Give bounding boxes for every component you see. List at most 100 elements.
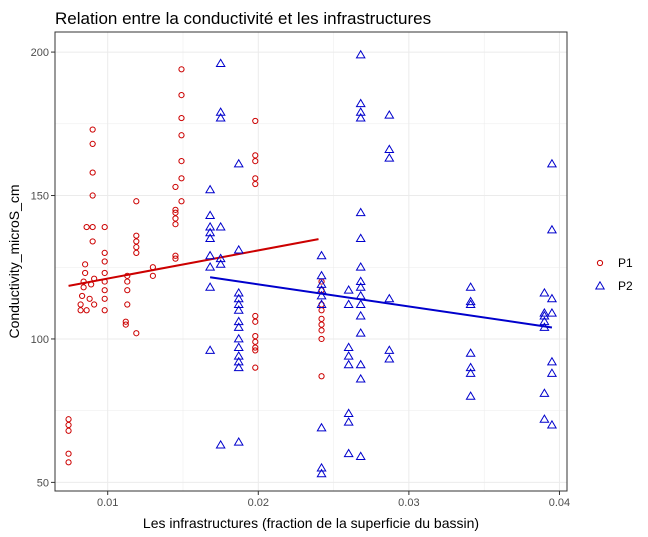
point-p1 xyxy=(89,223,96,231)
point-p1 xyxy=(252,347,259,354)
point-p1 xyxy=(65,427,72,434)
point-p2 xyxy=(355,98,366,108)
point-p2 xyxy=(546,368,558,377)
legend-label-p2: P2 xyxy=(618,279,633,293)
point-p2 xyxy=(465,299,476,308)
point-p1 xyxy=(86,295,93,302)
legend: P1 P2 xyxy=(594,256,633,293)
point-p1 xyxy=(89,238,96,245)
point-p2 xyxy=(233,356,244,366)
y-tick-label: 150 xyxy=(31,191,49,203)
point-p1 xyxy=(172,209,179,216)
point-p2 xyxy=(233,437,244,446)
point-p1 xyxy=(101,278,108,285)
point-p2 xyxy=(465,391,476,400)
point-p1 xyxy=(178,198,185,205)
point-p2 xyxy=(233,305,244,314)
point-p2 xyxy=(355,282,366,291)
y-tick-label: 200 xyxy=(31,47,49,59)
point-p2 xyxy=(465,296,476,306)
point-p2 xyxy=(343,299,354,308)
grid-lines xyxy=(55,32,567,491)
point-p2 xyxy=(546,293,558,303)
point-p2 xyxy=(233,299,244,308)
point-p2 xyxy=(343,416,354,426)
x-axis-title: Les infrastructures (fraction de la supe… xyxy=(143,515,479,531)
point-p2 xyxy=(384,153,395,162)
point-p2 xyxy=(316,290,327,300)
point-p2 xyxy=(316,270,327,280)
point-p1 xyxy=(83,307,90,314)
point-p2 xyxy=(205,184,216,194)
legend-label-p1: P1 xyxy=(618,256,633,270)
point-p2 xyxy=(546,307,558,317)
point-p1 xyxy=(252,344,259,351)
point-p2 xyxy=(355,451,366,461)
point-p2 xyxy=(233,158,244,168)
point-p2 xyxy=(205,233,216,242)
point-p1 xyxy=(133,244,140,251)
point-p2 xyxy=(539,310,550,320)
point-p1 xyxy=(82,261,89,268)
data-points xyxy=(65,49,558,478)
point-p2 xyxy=(343,350,354,360)
point-p2 xyxy=(546,158,558,168)
point-p1 xyxy=(122,321,129,328)
point-p1 xyxy=(124,287,131,294)
point-p1 xyxy=(101,223,108,231)
point-p1 xyxy=(65,450,72,457)
point-p2 xyxy=(233,316,244,326)
point-p2 xyxy=(316,299,327,308)
x-tick-label: 0.02 xyxy=(248,497,269,509)
point-p1 xyxy=(133,198,140,205)
point-p1 xyxy=(318,321,325,328)
point-p1 xyxy=(178,175,185,182)
point-p2 xyxy=(215,221,226,231)
point-p2 xyxy=(316,279,327,288)
point-p2 xyxy=(316,468,327,478)
point-p2 xyxy=(215,58,226,67)
point-p1 xyxy=(172,221,179,228)
point-p1 xyxy=(88,281,95,288)
trend-line-p1 xyxy=(68,238,319,287)
point-p1 xyxy=(133,249,140,256)
x-tick-label: 0.01 xyxy=(97,497,118,509)
point-p2 xyxy=(215,259,226,268)
point-p2 xyxy=(384,345,395,354)
point-p1 xyxy=(89,126,96,133)
point-p2 xyxy=(233,287,244,297)
point-p2 xyxy=(205,221,216,231)
point-p2 xyxy=(205,250,216,260)
point-p1 xyxy=(252,157,259,165)
point-p1 xyxy=(252,152,259,159)
point-p1 xyxy=(172,255,179,262)
point-p2 xyxy=(539,307,550,317)
point-p1 xyxy=(101,287,108,294)
point-p2 xyxy=(355,107,366,116)
point-p2 xyxy=(465,282,476,291)
point-p1 xyxy=(252,175,259,182)
point-p2 xyxy=(233,244,244,254)
point-p1 xyxy=(89,192,96,199)
point-p2 xyxy=(355,328,366,337)
point-p2 xyxy=(205,345,216,354)
plot-panel xyxy=(55,32,567,491)
point-p1 xyxy=(82,269,89,277)
point-p2 xyxy=(316,422,327,432)
point-p2 xyxy=(233,362,244,372)
point-p1 xyxy=(149,272,156,279)
point-p2 xyxy=(465,362,476,372)
point-p1 xyxy=(79,292,86,300)
point-p1 xyxy=(101,249,108,256)
chart-title: Relation entre la conductivité et les in… xyxy=(55,9,431,28)
point-p2 xyxy=(546,419,558,429)
point-p2 xyxy=(539,322,550,331)
point-p1 xyxy=(318,327,325,334)
x-tick-label: 0.04 xyxy=(549,497,570,509)
point-p1 xyxy=(124,272,131,279)
point-p1 xyxy=(80,284,87,291)
point-p1 xyxy=(318,335,325,343)
point-p2 xyxy=(355,373,366,383)
trend-line-p2 xyxy=(209,276,553,329)
